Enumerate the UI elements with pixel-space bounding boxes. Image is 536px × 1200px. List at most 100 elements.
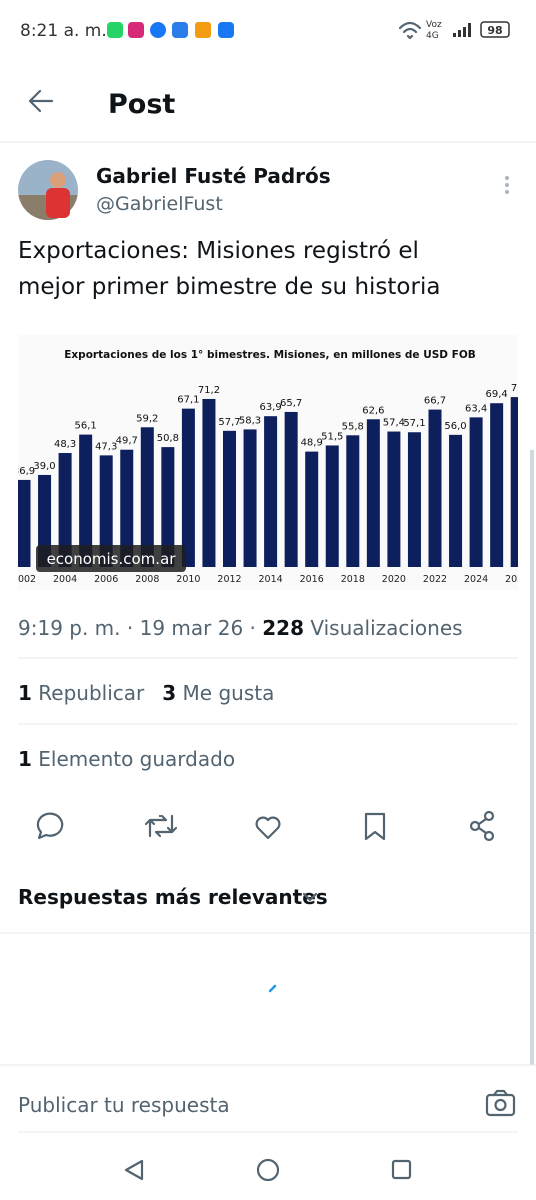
bar xyxy=(18,479,31,567)
value-label: 71,2 xyxy=(198,385,220,396)
bar xyxy=(305,451,319,567)
x-tick-label: 2020 xyxy=(382,574,406,585)
bar xyxy=(38,474,52,567)
timestamp: 9:19 p. m. · 19 mar 26 · xyxy=(18,616,256,640)
battery xyxy=(480,21,510,38)
back-button[interactable] xyxy=(28,89,54,113)
repost-button[interactable] xyxy=(144,814,178,838)
x-tick-label: 2014 xyxy=(259,574,283,585)
likes-label[interactable]: Me gusta xyxy=(183,681,275,705)
bookmark-button[interactable] xyxy=(364,812,386,841)
chart-image[interactable]: Exportaciones de los 1° bimestres. Misio… xyxy=(12,335,529,590)
x-tick-label: 2008 xyxy=(135,574,159,585)
reposts-label[interactable]: Republicar xyxy=(38,681,145,705)
bar xyxy=(243,429,257,567)
nav-back[interactable] xyxy=(124,1159,144,1181)
value-label: 63,9 xyxy=(259,402,281,413)
bar xyxy=(366,419,380,567)
camera-button[interactable] xyxy=(485,1089,516,1117)
reply-button[interactable] xyxy=(36,812,64,840)
value-label: 63,4 xyxy=(465,403,487,414)
x-tick-label: 2002 xyxy=(12,574,36,585)
value-label: 58,3 xyxy=(239,415,261,426)
value-label: 48,3 xyxy=(54,439,76,450)
bar xyxy=(223,430,236,567)
notification-icons xyxy=(107,22,234,38)
wifi-icon xyxy=(398,21,422,40)
avatar[interactable] xyxy=(18,160,78,220)
share-button[interactable] xyxy=(469,810,495,842)
value-label: 67,1 xyxy=(177,395,199,406)
bar xyxy=(428,409,442,567)
bar xyxy=(510,397,518,567)
value-label: 57,4 xyxy=(383,418,405,429)
reposts-count[interactable]: 1 xyxy=(18,681,32,705)
chart-title: Exportaciones de los 1° bimestres. Misio… xyxy=(64,349,476,361)
like-button[interactable] xyxy=(255,816,281,840)
value-label: 59,2 xyxy=(136,413,158,424)
likes-count[interactable]: 3 xyxy=(162,681,176,705)
x-tick-label: 2006 xyxy=(94,574,118,585)
views-label: Visualizaciones xyxy=(310,616,462,640)
bar xyxy=(346,435,360,567)
author-name[interactable]: Gabriel Fusté Padrós xyxy=(96,164,331,188)
status-time: 8:21 a. m. xyxy=(20,21,107,41)
network-top: Voz xyxy=(426,20,442,30)
nav-home[interactable] xyxy=(256,1158,280,1182)
value-label: 66,7 xyxy=(424,396,446,407)
value-label: 57,7 xyxy=(218,417,240,428)
signal-icon xyxy=(453,23,471,37)
replies-sort[interactable]: Respuestas más relevantes xyxy=(18,885,328,909)
x-tick-label: 2022 xyxy=(423,574,447,585)
post-text: mejor primer bimestre de su historia xyxy=(18,274,440,300)
x-tick-label: 2026 xyxy=(505,574,529,585)
saved-label: Elemento guardado xyxy=(38,747,235,771)
bar xyxy=(469,417,483,567)
x-tick-label: 2012 xyxy=(217,574,241,585)
scrollbar xyxy=(530,450,534,1065)
bar xyxy=(120,449,134,567)
bar xyxy=(264,416,278,567)
header-title: Post xyxy=(108,89,175,120)
views-count: 228 xyxy=(262,616,304,640)
reply-input[interactable]: Publicar tu respuesta xyxy=(18,1093,230,1117)
value-label: 65,7 xyxy=(280,398,302,409)
value-label: 49,7 xyxy=(116,436,138,447)
value-label: 47,3 xyxy=(95,441,117,452)
bar xyxy=(387,431,401,567)
bar xyxy=(140,427,154,567)
value-label: 69,4 xyxy=(486,389,508,400)
bar xyxy=(202,398,216,567)
bar xyxy=(449,434,463,567)
value-label: 56,1 xyxy=(75,421,97,432)
value-label: 48,9 xyxy=(301,438,323,449)
value-label: 50,8 xyxy=(157,433,179,444)
value-label: 51,5 xyxy=(321,431,343,442)
saved-count: 1 xyxy=(18,747,32,771)
engagement: 1 Republicar 3 Me gusta xyxy=(18,681,274,705)
value-label: 55,8 xyxy=(342,421,364,432)
x-tick-label: 2010 xyxy=(176,574,200,585)
bar xyxy=(407,432,421,567)
author-handle[interactable]: @GabrielFust xyxy=(96,193,223,215)
bar xyxy=(161,447,175,567)
post-text: Exportaciones: Misiones registró el xyxy=(18,238,419,264)
value-label: 56,0 xyxy=(444,421,466,432)
value-label: 72 xyxy=(511,383,524,394)
sort-chevron[interactable] xyxy=(302,892,318,902)
x-tick-label: 2024 xyxy=(464,574,488,585)
loading-spinner xyxy=(268,984,277,993)
x-tick-label: 2004 xyxy=(53,574,77,585)
value-label: 39,0 xyxy=(33,461,55,472)
x-tick-label: 2018 xyxy=(341,574,365,585)
nav-recents[interactable] xyxy=(391,1159,412,1180)
bar xyxy=(490,403,504,567)
bar xyxy=(181,408,195,567)
watermark-background xyxy=(36,545,186,572)
more-menu[interactable] xyxy=(505,176,509,194)
post-meta: 9:19 p. m. · 19 mar 26 · 228 Visualizaci… xyxy=(18,616,463,640)
value-label: 57,1 xyxy=(403,418,425,429)
x-tick-label: 2016 xyxy=(300,574,324,585)
